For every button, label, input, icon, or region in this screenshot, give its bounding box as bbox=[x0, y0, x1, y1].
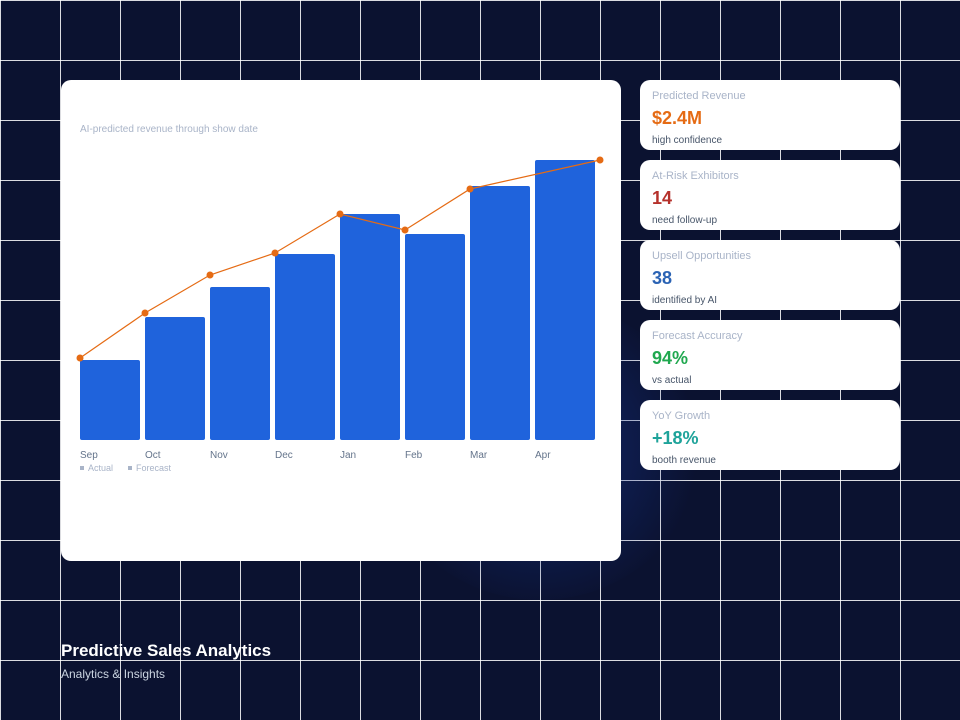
kpi-value: 38 bbox=[652, 268, 673, 288]
kpi-label: At-Risk Exhibitors bbox=[652, 170, 739, 182]
kpi-value: 94% bbox=[652, 348, 689, 368]
x-tick-label: Sep bbox=[80, 450, 98, 461]
kpi-value: $2.4M bbox=[652, 108, 703, 128]
forecast-point-nov[interactable] bbox=[206, 271, 214, 279]
kpi-card-at-risk-exhibitors[interactable]: At-Risk Exhibitors 14 need follow-up bbox=[640, 160, 900, 230]
legend-label: Forecast bbox=[136, 463, 172, 473]
legend-swatch bbox=[80, 466, 84, 470]
bar-mar[interactable] bbox=[470, 186, 530, 440]
forecast-point-jan[interactable] bbox=[336, 210, 344, 218]
kpi-label: Upsell Opportunities bbox=[652, 250, 752, 262]
legend-label: Actual bbox=[88, 463, 113, 473]
x-tick-label: Nov bbox=[210, 450, 228, 461]
kpi-card-predicted-revenue[interactable]: Predicted Revenue $2.4M high confidence bbox=[640, 80, 900, 150]
forecast-point-mar[interactable] bbox=[466, 185, 474, 193]
bar-feb[interactable] bbox=[405, 234, 465, 440]
forecast-line bbox=[79, 159, 601, 359]
kpi-subtext: need follow-up bbox=[652, 215, 718, 226]
forecast-point-feb[interactable] bbox=[401, 226, 409, 234]
x-tick-label: Apr bbox=[535, 450, 551, 461]
kpi-subtext: identified by AI bbox=[652, 295, 718, 306]
kpi-value: +18% bbox=[652, 428, 699, 448]
kpi-label: Forecast Accuracy bbox=[652, 330, 743, 342]
x-tick-label: Dec bbox=[275, 450, 293, 461]
bar-jan[interactable] bbox=[340, 214, 400, 440]
x-tick-label: Jan bbox=[340, 450, 356, 461]
x-tick-label: Feb bbox=[405, 450, 423, 461]
forecast-point-dec[interactable] bbox=[271, 249, 279, 257]
kpi-subtext: booth revenue bbox=[652, 455, 716, 466]
kpi-card-upsell-opportunities[interactable]: Upsell Opportunities 38 identified by AI bbox=[640, 240, 900, 310]
x-tick-label: Mar bbox=[470, 450, 488, 461]
kpi-value: 14 bbox=[652, 188, 673, 208]
revenue-chart-card: AI-predicted revenue through show date S… bbox=[61, 80, 621, 561]
bar-oct[interactable] bbox=[145, 317, 205, 440]
bar-sep[interactable] bbox=[80, 360, 140, 440]
kpi-card-forecast-accuracy[interactable]: Forecast Accuracy 94% vs actual bbox=[640, 320, 900, 390]
kpi-label: YoY Growth bbox=[652, 410, 711, 422]
kpi-subtext: high confidence bbox=[652, 135, 723, 146]
revenue-chart: AI-predicted revenue through show date S… bbox=[76, 124, 604, 473]
forecast-point-sep[interactable] bbox=[76, 354, 84, 362]
page-title: Predictive Sales Analytics bbox=[61, 641, 272, 660]
kpi-card-yoy-growth[interactable]: YoY Growth +18% booth revenue bbox=[640, 400, 900, 470]
chart-subtitle: AI-predicted revenue through show date bbox=[80, 124, 258, 135]
bar-nov[interactable] bbox=[210, 287, 270, 440]
page-subtitle: Analytics & Insights bbox=[61, 667, 166, 681]
forecast-point-oct[interactable] bbox=[141, 309, 149, 317]
forecast-point-apr[interactable] bbox=[596, 156, 604, 164]
bar-dec[interactable] bbox=[275, 254, 335, 440]
kpi-label: Predicted Revenue bbox=[652, 90, 746, 102]
kpi-subtext: vs actual bbox=[652, 375, 692, 386]
legend-swatch bbox=[128, 466, 132, 470]
bar-apr[interactable] bbox=[535, 160, 595, 440]
x-tick-label: Oct bbox=[145, 450, 161, 461]
